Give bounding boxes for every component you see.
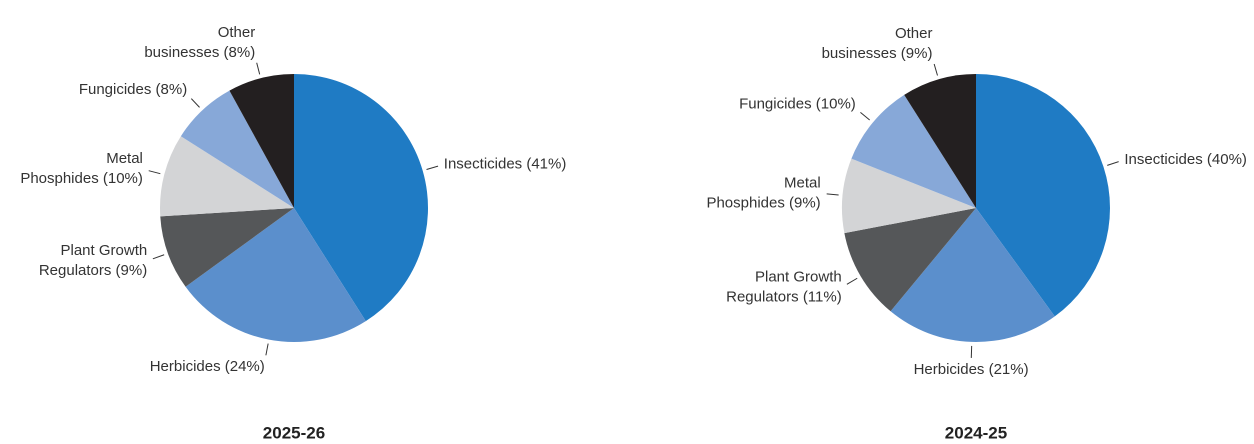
leader-line	[265, 343, 269, 356]
pie-slice	[890, 208, 1055, 342]
slice-label: Phosphides (10%)	[20, 170, 143, 187]
leader-line	[256, 62, 261, 75]
slice-label: Fungicides (10%)	[739, 96, 856, 113]
pie-slice	[976, 74, 1110, 317]
pie-slice	[229, 74, 294, 208]
slice-label: Other	[895, 25, 933, 42]
pie-slice	[294, 74, 429, 322]
leader-line	[933, 63, 938, 76]
leader-line	[846, 277, 858, 285]
slice-label: Fungicides (8%)	[79, 81, 187, 98]
slice-label: Regulators (11%)	[726, 288, 842, 305]
slice-label: Other	[218, 24, 256, 41]
leader-line	[426, 165, 439, 170]
pie-slice	[844, 208, 976, 312]
slice-label: Metal	[784, 174, 821, 191]
leader-line	[1107, 161, 1119, 166]
pie-slice	[185, 208, 366, 342]
slice-label: Metal	[106, 150, 143, 167]
slice-label: Herbicides (21%)	[914, 361, 1029, 378]
pie-slice	[180, 90, 294, 208]
slice-label: Phosphides (9%)	[706, 194, 820, 211]
leader-line	[860, 112, 870, 121]
pie-slice	[842, 158, 976, 234]
leader-line	[148, 170, 161, 175]
pie-slice	[851, 94, 976, 208]
leader-line	[190, 98, 200, 108]
slice-label: Regulators (9%)	[39, 262, 147, 279]
slice-label: businesses (8%)	[144, 44, 255, 61]
slice-label: Plant Growth	[61, 242, 148, 259]
chart-title: 2024-25	[945, 423, 1007, 442]
chart-title: 2025-26	[263, 423, 325, 442]
leader-line	[826, 193, 839, 196]
leader-line	[152, 254, 165, 260]
pie-slice	[160, 208, 294, 287]
slice-label: Insecticides (41%)	[444, 155, 567, 172]
pie-slice	[904, 74, 976, 208]
pie-slice	[160, 136, 294, 217]
slice-label: businesses (9%)	[822, 45, 933, 62]
slice-label: Plant Growth	[755, 268, 842, 285]
slice-label: Insecticides (40%)	[1124, 151, 1247, 168]
slice-label: Herbicides (24%)	[150, 358, 265, 375]
